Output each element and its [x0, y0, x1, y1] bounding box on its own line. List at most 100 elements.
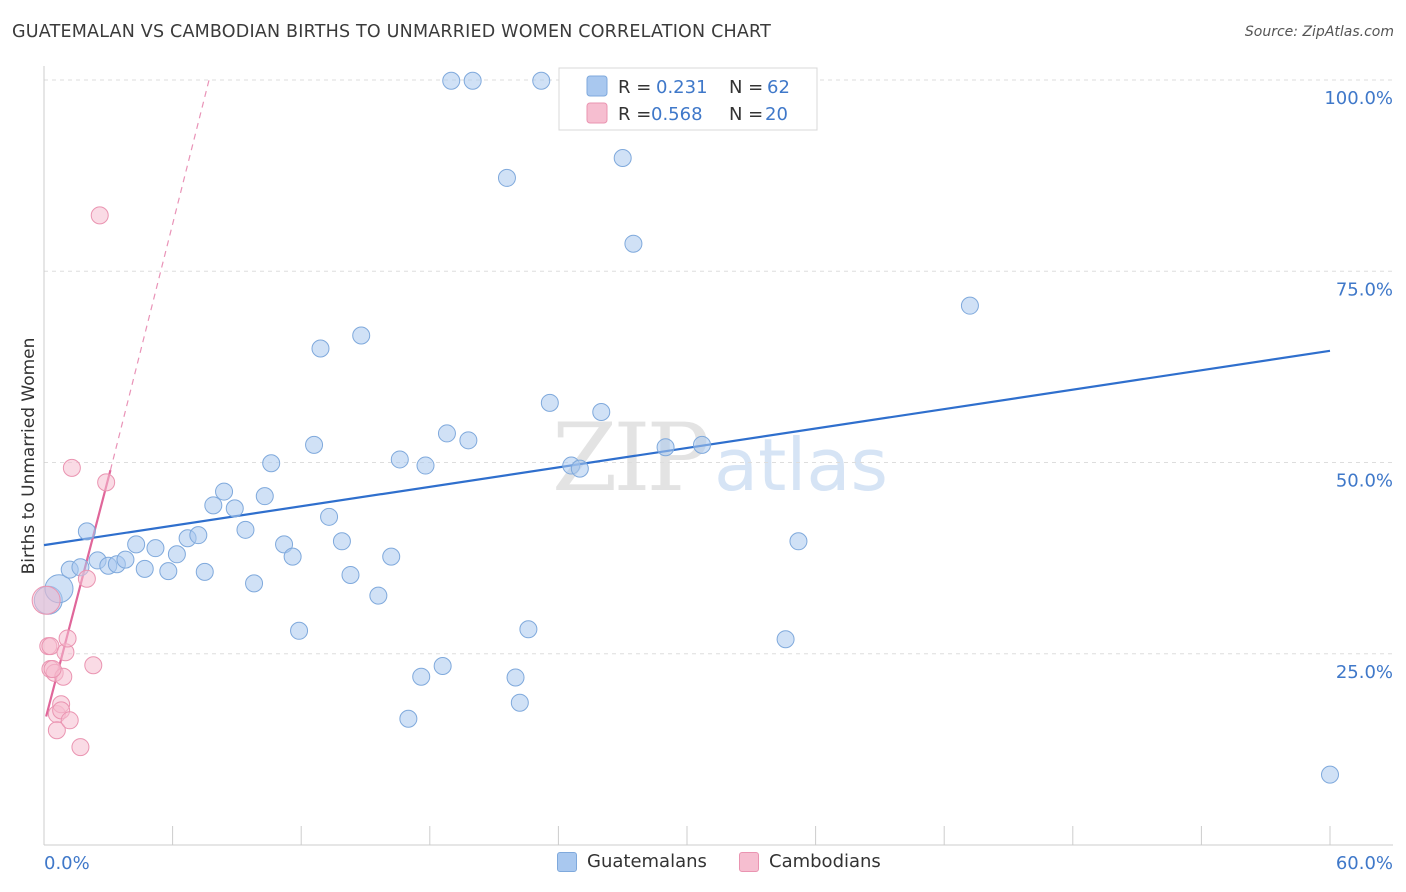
point-guatemalans [236, 520, 255, 539]
trend-line-cambodians-extrapolated [109, 79, 210, 471]
y-axis-label: Births to Unmarried Women [19, 338, 39, 575]
stats-legend-swatch-blue [586, 75, 608, 97]
point-guatemalans [506, 668, 525, 687]
point-guatemalans [463, 71, 482, 90]
point-cambodians [60, 711, 79, 730]
point-guatemalans [497, 168, 516, 187]
source-note: Source: ZipAtlas.com [1244, 24, 1394, 40]
point-cambodians [47, 721, 66, 740]
y-tick-label: 50.0% [1336, 471, 1393, 492]
point-guatemalans [592, 403, 611, 422]
point-guatemalans [442, 71, 461, 90]
point-guatemalans [195, 562, 214, 581]
axes [43, 66, 1393, 846]
trend-line-guatemalans [43, 349, 1331, 547]
point-guatemalans [116, 550, 135, 569]
legend-item-cambodians[interactable]: Cambodians [739, 851, 881, 872]
point-guatemalans [352, 326, 371, 345]
point-cambodians [97, 473, 116, 492]
point-guatemalans [167, 545, 186, 564]
x-tick-label: 60.0% [1336, 853, 1393, 874]
point-guatemalans [437, 424, 456, 443]
trend-lines [43, 79, 1331, 717]
point-guatemalans [159, 562, 178, 581]
stats-legend-r-label-blue: R = [618, 77, 651, 98]
point-guatemalans [262, 454, 281, 473]
point-guatemalans [305, 435, 324, 454]
stats-legend: R = 0.231 N = 62 R = 0.568 N = 20 [558, 67, 818, 131]
point-guatemalans [416, 456, 435, 475]
stats-legend-r-value-blue: 0.231 [656, 77, 708, 98]
legend-label-guatemalans: Guatemalans [587, 851, 707, 872]
point-guatemalans [127, 535, 146, 554]
legend-label-cambodians: Cambodians [769, 851, 881, 872]
stats-legend-swatch-pink [586, 102, 608, 124]
point-guatemalans [412, 667, 431, 686]
point-cambodians [62, 458, 81, 477]
point-guatemalans [215, 482, 234, 501]
point-guatemalans [382, 547, 401, 566]
stats-legend-r-value-pink: 0.568 [651, 104, 703, 125]
point-guatemalans [693, 435, 712, 454]
point-guatemalans [283, 547, 302, 566]
point-cambodians [43, 660, 62, 679]
x-tick-label: 0.0% [44, 853, 90, 874]
point-cambodians [71, 738, 90, 757]
data-points [31, 71, 1339, 784]
point-guatemalans [656, 438, 675, 457]
watermark: ZIP atlas [552, 404, 888, 513]
legend-swatch-guatemalans [557, 851, 577, 872]
point-guatemalans [776, 630, 795, 649]
tick-labels: 100.0% 75.0% 50.0% 25.0% 0.0% 60.0% [44, 88, 1393, 874]
point-guatemalans [433, 656, 452, 675]
point-guatemalans [1321, 765, 1339, 784]
point-guatemalans [341, 565, 360, 584]
legend-item-guatemalans[interactable]: Guatemalans [557, 851, 707, 872]
point-guatemalans [255, 487, 274, 506]
point-guatemalans [624, 234, 643, 253]
stats-legend-n-value-blue: 62 [767, 77, 790, 98]
point-guatemalans [540, 393, 559, 412]
point-guatemalans [519, 620, 538, 639]
point-guatemalans [399, 709, 418, 728]
point-guatemalans [204, 496, 223, 515]
y-tick-label: 100.0% [1324, 88, 1393, 109]
point-guatemalans [532, 71, 551, 90]
point-guatemalans [459, 431, 478, 450]
point-cambodians [77, 569, 96, 588]
point-guatemalans [189, 526, 208, 545]
y-tick-label: 75.0% [1336, 279, 1393, 300]
point-guatemalans [789, 532, 808, 551]
watermark-atlas: atlas [714, 423, 888, 507]
point-guatemalans [311, 339, 330, 358]
point-guatemalans [275, 535, 294, 554]
point-guatemalans [135, 559, 154, 578]
point-cambodians [84, 656, 103, 675]
point-guatemalans [77, 522, 96, 541]
stats-legend-n-value-pink: 20 [765, 104, 788, 125]
y-tick-label: 25.0% [1336, 662, 1393, 683]
point-cambodians [90, 206, 109, 225]
legend-swatch-cambodians [739, 851, 759, 872]
point-guatemalans [332, 532, 351, 551]
point-guatemalans [390, 450, 409, 469]
point-guatemalans [245, 574, 264, 593]
point-guatemalans [570, 459, 589, 478]
stats-legend-n-label-blue: N = [729, 77, 763, 98]
series-legend: Guatemalans Cambodians [0, 851, 1406, 877]
gridlines [44, 79, 1393, 655]
stats-legend-r-label-pink: R = [618, 104, 651, 125]
stats-legend-n-label-pink: N = [729, 104, 763, 125]
point-guatemalans [146, 539, 165, 558]
point-guatemalans [960, 296, 979, 315]
point-guatemalans [320, 507, 339, 526]
point-guatemalans [510, 693, 529, 712]
point-cambodians [58, 629, 77, 648]
point-guatemalans [290, 621, 309, 640]
point-guatemalans [613, 149, 632, 168]
point-guatemalans [225, 499, 244, 518]
point-cambodians [31, 585, 61, 615]
watermark-zip: ZIP [552, 404, 706, 513]
chart-title: GUATEMALAN VS CAMBODIAN BIRTHS TO UNMARR… [12, 22, 772, 42]
